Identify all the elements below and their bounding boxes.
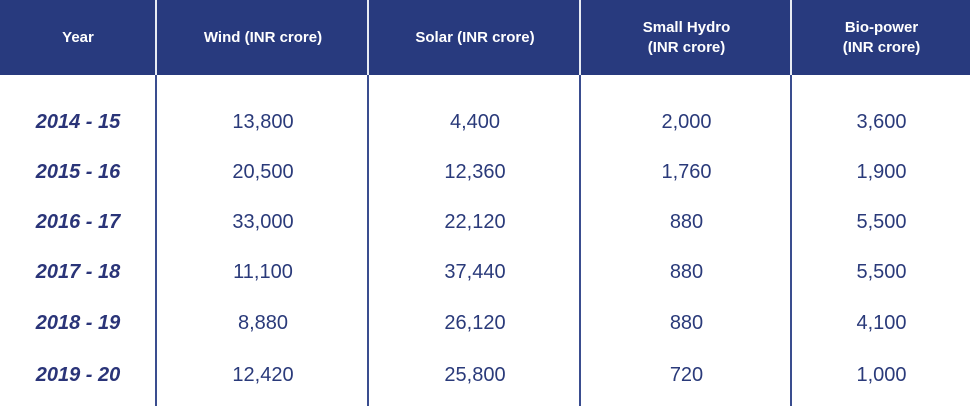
header-year-label: Year bbox=[62, 28, 94, 46]
header-year: Year bbox=[0, 0, 156, 75]
cell-bio-power: 1,000 bbox=[856, 363, 907, 386]
header-divider bbox=[367, 0, 369, 75]
cell-bio-power: 5,500 bbox=[856, 210, 907, 233]
cell-wind: 20,500 bbox=[232, 160, 294, 183]
header-wind: Wind (INR crore) bbox=[158, 0, 368, 75]
cell-small-hydro: 880 bbox=[669, 260, 704, 283]
header-bio-power: Bio-power (INR crore) bbox=[793, 0, 970, 75]
column-divider bbox=[155, 0, 157, 406]
cell-wind: 13,800 bbox=[232, 110, 294, 133]
table-row: 2018 - 19 8,880 26,120 880 4,100 bbox=[0, 298, 970, 348]
cell-year: 2016 - 17 bbox=[35, 210, 121, 233]
cell-year: 2018 - 19 bbox=[35, 311, 121, 334]
cell-bio-power: 3,600 bbox=[856, 110, 907, 133]
header-divider bbox=[155, 0, 157, 75]
cell-solar: 22,120 bbox=[444, 210, 506, 233]
header-divider bbox=[579, 0, 581, 75]
cell-bio-power: 1,900 bbox=[856, 160, 907, 183]
table-row: 2019 - 20 12,420 25,800 720 1,000 bbox=[0, 350, 970, 400]
cell-solar: 4,400 bbox=[449, 110, 501, 133]
cell-small-hydro: 1,760 bbox=[661, 160, 712, 183]
table-header: Year Wind (INR crore) Solar (INR crore) … bbox=[0, 0, 970, 75]
cell-solar: 25,800 bbox=[444, 363, 506, 386]
cell-year: 2019 - 20 bbox=[35, 363, 121, 386]
cell-small-hydro: 880 bbox=[669, 210, 704, 233]
header-small-hydro: Small Hydro (INR crore) bbox=[582, 0, 791, 75]
cell-wind: 11,100 bbox=[233, 260, 293, 283]
cell-year: 2014 - 15 bbox=[35, 110, 121, 133]
cell-solar: 12,360 bbox=[444, 160, 506, 183]
header-divider bbox=[790, 0, 792, 75]
cell-wind: 12,420 bbox=[232, 363, 294, 386]
cell-year: 2015 - 16 bbox=[35, 160, 121, 183]
table-row: 2015 - 16 20,500 12,360 1,760 1,900 bbox=[0, 147, 970, 197]
cell-solar: 26,120 bbox=[444, 311, 506, 334]
table-row: 2016 - 17 33,000 22,120 880 5,500 bbox=[0, 197, 970, 247]
header-small-hydro-line2: (INR crore) bbox=[647, 38, 726, 56]
cell-wind: 33,000 bbox=[232, 210, 294, 233]
cell-bio-power: 5,500 bbox=[856, 260, 907, 283]
cell-wind: 8,880 bbox=[237, 311, 289, 334]
header-wind-label: Wind (INR crore) bbox=[203, 28, 323, 46]
column-divider bbox=[790, 0, 792, 406]
column-divider bbox=[579, 0, 581, 406]
header-solar-label: Solar (INR crore) bbox=[415, 28, 535, 46]
header-solar: Solar (INR crore) bbox=[370, 0, 580, 75]
cell-bio-power: 4,100 bbox=[856, 311, 907, 334]
header-small-hydro-line1: Small Hydro bbox=[642, 18, 731, 36]
table-row: 2014 - 15 13,800 4,400 2,000 3,600 bbox=[0, 97, 970, 147]
column-divider bbox=[367, 0, 369, 406]
table-row: 2017 - 18 11,100 37,440 880 5,500 bbox=[0, 247, 970, 297]
cell-solar: 37,440 bbox=[444, 260, 506, 283]
cell-small-hydro: 720 bbox=[669, 363, 704, 386]
cell-small-hydro: 880 bbox=[669, 311, 704, 334]
header-bio-power-line1: Bio-power bbox=[844, 18, 919, 36]
cell-small-hydro: 2,000 bbox=[661, 110, 712, 133]
header-bio-power-line2: (INR crore) bbox=[842, 38, 921, 56]
cell-year: 2017 - 18 bbox=[35, 260, 121, 283]
